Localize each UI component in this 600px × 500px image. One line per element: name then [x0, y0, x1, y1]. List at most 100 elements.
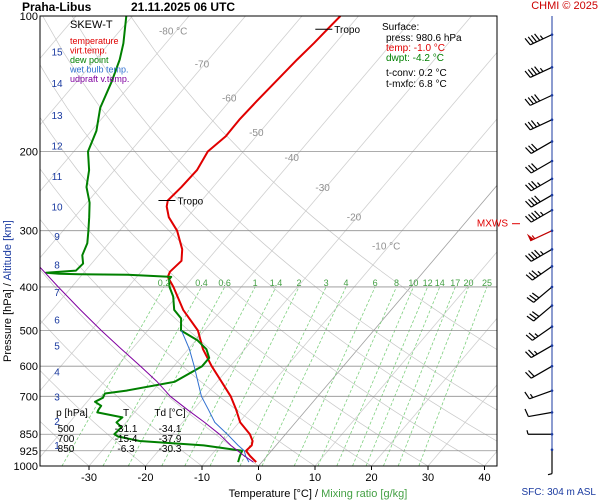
isotherm-line [40, 16, 303, 325]
wind-barb-flag [530, 67, 538, 75]
wind-barb-half-flag [539, 67, 544, 72]
wind-barb [526, 285, 554, 303]
mixing-ratio-line [239, 286, 327, 466]
wind-barb-shaft [529, 119, 553, 131]
x-tick-label: -10 [194, 472, 210, 484]
legend-entry: temperature [70, 36, 119, 46]
isotherm-label: -10 °C [372, 241, 400, 252]
wind-barb-shaft [531, 265, 553, 281]
isotherm-line [40, 16, 359, 392]
x-axis-title: Temperature [°C] / Mixing ratio [g/kg] [229, 488, 408, 500]
chart-overlay: 0.2 0.4 0.6 1 1.4 2 3 4 6 8 10 12 14 17 20 251002003004… [14, 11, 554, 500]
dry-adiabat-line [40, 116, 429, 466]
mixing-ratio-line [261, 286, 347, 466]
wind-barb-flag [528, 182, 535, 190]
series-line-dew-point [44, 16, 244, 463]
isotherm-label: -40 [285, 153, 300, 164]
wind-barb-shaft [528, 411, 553, 418]
wind-barb-dot [550, 118, 554, 122]
wind-barb [526, 304, 554, 322]
wind-barb-flag [524, 408, 529, 417]
wind-barb-flag [528, 145, 535, 153]
wind-barb-flag [531, 311, 540, 317]
sfc-label: SFC: 304 m ASL [521, 487, 596, 498]
tropopause-label: Tropo [334, 25, 360, 36]
mixing-ratio-label: 10 [408, 278, 418, 288]
legend-entry: udpraft v.temp. [70, 74, 129, 84]
wind-barb [524, 408, 554, 418]
dry-adiabat-line [130, 16, 497, 351]
x-tick-label: 10 [309, 472, 321, 484]
mixing-ratio-label: 1 [253, 278, 258, 288]
wind-barb-half-flag [536, 121, 541, 126]
mixing-ratio-line [61, 286, 165, 466]
pressure-tick-label: 400 [20, 282, 38, 294]
wind-barb [525, 344, 554, 359]
legend-entry: virt.temp. [70, 46, 107, 56]
wind-barb-half-flag [533, 350, 538, 355]
chart-title: SKEW-T [70, 19, 113, 31]
wind-barb [525, 364, 554, 379]
table-cell: -6.3 [117, 444, 135, 455]
altitude-tick-label: 5 [54, 342, 60, 353]
wind-barb-flag [527, 121, 534, 129]
wind-barb-flag [525, 254, 532, 262]
wind-barb-dot [550, 389, 554, 392]
mixing-ratio-line [352, 286, 428, 466]
mixing-ratio-label: 3 [324, 278, 329, 288]
altitude-tick-label: 4 [54, 367, 60, 378]
mixing-ratio-label: 8 [394, 278, 399, 288]
pressure-tick-label: 1000 [14, 461, 38, 473]
isotherm-line [40, 16, 77, 59]
wind-barb-dot [550, 265, 554, 268]
dry-adiabat-line [71, 16, 497, 411]
wind-barb-half-flag [540, 211, 544, 216]
isotherm-line [40, 16, 246, 259]
isotherm-line [371, 317, 497, 466]
mixing-ratio-label: 12 [423, 278, 433, 288]
wind-barb-dot [550, 364, 554, 368]
pressure-tick-label: 200 [20, 146, 38, 158]
wind-barb-half-flag [531, 235, 536, 240]
x-axis-title-temperature: Temperature [°C] [229, 488, 312, 500]
wind-barb-flag [530, 35, 538, 43]
surface-line: press: 980.6 hPa [386, 33, 462, 44]
wind-barb-shaft [530, 365, 553, 379]
wind-barb-dot [550, 304, 554, 307]
table-cell: 850 [58, 444, 75, 455]
wind-barb [526, 229, 554, 242]
mixing-ratio-line [102, 286, 202, 466]
x-tick-label: 40 [478, 472, 490, 484]
plot-frame [39, 15, 498, 467]
wind-barb-flag [527, 97, 534, 105]
mixing-ratio-label: 1.4 [270, 278, 283, 288]
wind-barb [525, 177, 554, 192]
wind-barb-half-flag [539, 35, 544, 40]
table-cell: -30.3 [159, 444, 182, 455]
x-tick-label: 0 [255, 472, 261, 484]
isotherm-label: -30 [315, 183, 330, 194]
legend-entry: dew point [70, 55, 109, 65]
wind-barb-flag [534, 94, 541, 102]
x-tick-label: -30 [81, 472, 97, 484]
altitude-tick-label: 9 [54, 232, 60, 243]
surface-line: t-conv: 0.2 °C [386, 68, 447, 79]
mixing-ratio-label: 14 [435, 278, 445, 288]
altitude-tick-label: 6 [54, 315, 60, 326]
wind-barb [526, 430, 554, 436]
credit-label: CHMI © 2025 [531, 0, 598, 12]
wind-barb-dot [550, 159, 554, 163]
wind-barb-flag [528, 370, 535, 377]
wind-barb-flag [524, 391, 530, 400]
table-cell: 700 [58, 434, 75, 445]
mixing-ratio-line [418, 286, 488, 466]
series-line-temperature [165, 16, 342, 463]
wind-barb [525, 159, 554, 174]
isotherm-line [314, 251, 497, 466]
isotherm-label: -20 [347, 213, 362, 224]
wind-barb-dot [550, 229, 554, 233]
wind-barb-flag [526, 297, 534, 303]
wind-barb-flag [528, 253, 535, 260]
wind-barb-flag [525, 166, 532, 174]
